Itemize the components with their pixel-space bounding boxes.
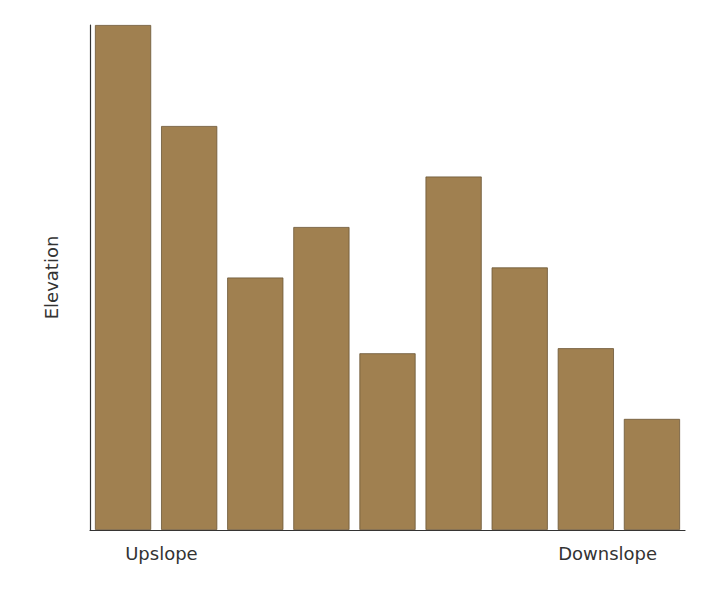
svg-text:Downslope: Downslope bbox=[558, 543, 657, 564]
svg-text:Upslope: Upslope bbox=[125, 543, 198, 564]
svg-text:Elevation: Elevation bbox=[41, 236, 62, 320]
